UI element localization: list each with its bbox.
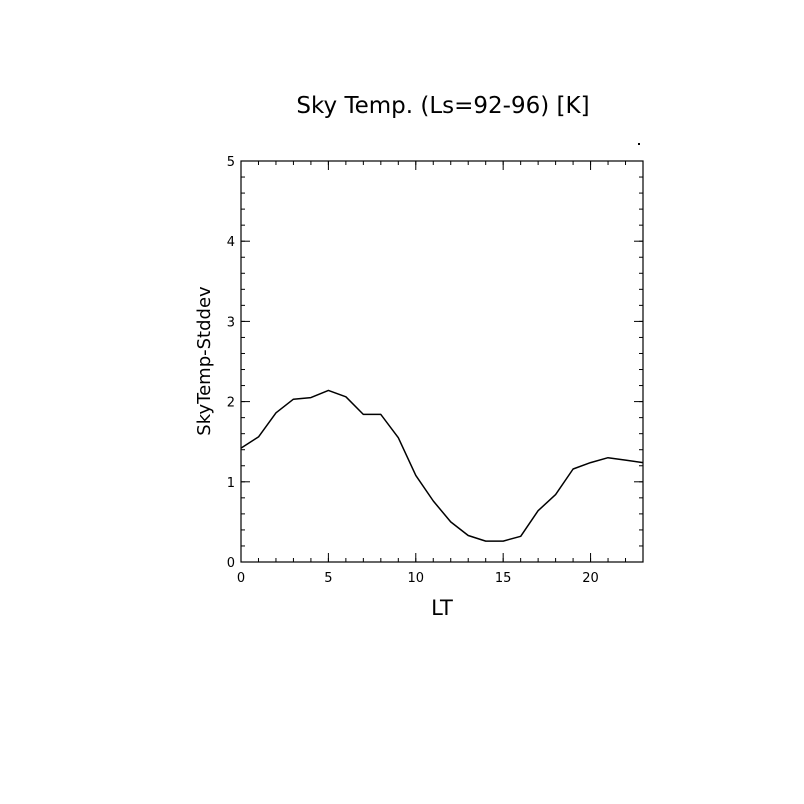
series-line	[240, 389, 644, 542]
y-tick-label: 1	[227, 476, 235, 491]
y-tick-label: 2	[227, 396, 235, 411]
y-tick-label: 5	[227, 155, 235, 170]
y-tick-label: 4	[227, 235, 235, 250]
x-tick-label: 20	[582, 571, 599, 586]
chart-title: Sky Temp. (Ls=92-96) [K]	[296, 93, 589, 119]
series-layer	[240, 389, 644, 542]
corner-dot	[638, 143, 640, 145]
axis-ticks	[240, 160, 644, 563]
x-tick-label: 15	[495, 571, 512, 586]
y-tick-label: 0	[227, 556, 235, 571]
x-tick-label: 0	[237, 571, 245, 586]
x-tick-label: 5	[324, 571, 332, 586]
y-tick-label: 3	[227, 315, 235, 330]
y-axis-label: SkyTemp-Stddev	[194, 286, 215, 436]
x-axis-label: LT	[431, 596, 453, 620]
plot-frame	[240, 160, 644, 563]
tick-labels: 0 5 10 15 20 0 1 2 3 4 5	[227, 155, 599, 586]
x-tick-label: 10	[408, 571, 425, 586]
